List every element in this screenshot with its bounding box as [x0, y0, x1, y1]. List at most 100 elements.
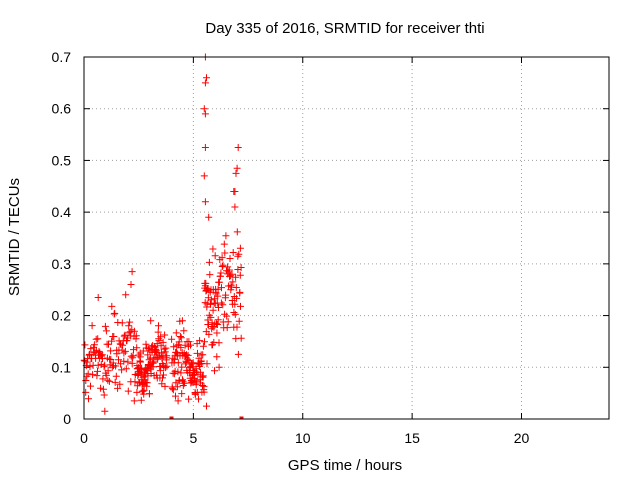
x-tick-label: 20: [514, 430, 530, 446]
y-tick-label: 0.6: [52, 101, 72, 117]
data-point: [146, 390, 153, 398]
data-point: [226, 255, 234, 262]
data-point: [174, 359, 182, 367]
data-point: [129, 352, 137, 360]
data-point: [211, 252, 219, 260]
data-point: [162, 364, 170, 372]
data-point: [222, 232, 230, 240]
data-point: [178, 363, 186, 371]
data-point: [115, 356, 122, 364]
data-point: [222, 291, 230, 299]
data-point: [235, 317, 243, 325]
data-point: [119, 341, 127, 349]
data-point: [105, 340, 112, 348]
x-tick-label: 10: [295, 430, 311, 446]
data-point: [225, 266, 233, 274]
data-point: [130, 397, 138, 405]
data-point: [233, 228, 241, 236]
data-point: [161, 348, 169, 356]
data-point: [127, 352, 135, 360]
data-point: [108, 302, 116, 310]
data-point: [133, 344, 141, 352]
data-point: [128, 268, 136, 276]
data-point: [116, 380, 124, 388]
data-point: [174, 368, 182, 376]
data-point: [213, 321, 221, 328]
data-point: [118, 366, 126, 374]
data-point: [177, 334, 185, 342]
data-point: [157, 333, 165, 341]
data-point: [122, 365, 130, 373]
data-point: [199, 351, 207, 359]
data-point: [102, 371, 110, 379]
data-point: [100, 391, 108, 399]
data-point: [95, 347, 103, 355]
data-point: [175, 338, 183, 346]
data-point: [184, 351, 192, 359]
data-point: [162, 344, 170, 352]
data-point: [195, 395, 202, 403]
data-point: [229, 278, 237, 286]
data-point: [217, 269, 225, 277]
data-point: [224, 263, 232, 271]
chart-title: Day 335 of 2016, SRMTID for receiver tht…: [205, 20, 484, 37]
data-point: [118, 319, 126, 327]
data-point: [232, 284, 240, 291]
data-point: [229, 249, 237, 256]
data-point: [184, 355, 191, 363]
data-point: [143, 379, 151, 387]
data-point: [168, 335, 176, 343]
data-point: [174, 397, 182, 405]
data-point: [108, 363, 116, 371]
data-point: [87, 382, 94, 390]
data-point: [105, 377, 113, 385]
data-point: [131, 378, 139, 386]
y-tick-label: 0.1: [52, 359, 72, 375]
data-point: [94, 335, 102, 343]
y-tick-label: 0.4: [52, 204, 72, 220]
data-point: [205, 321, 212, 328]
y-tick-label: 0.3: [52, 256, 72, 272]
data-point: [102, 327, 110, 335]
data-point: [180, 327, 188, 335]
data-point: [108, 337, 116, 345]
data-point: [215, 339, 223, 347]
data-point: [100, 363, 108, 371]
data-point: [236, 288, 244, 296]
data-point: [236, 271, 244, 279]
data-point: [152, 345, 159, 353]
data-point: [94, 361, 102, 369]
y-tick-label: 0.5: [52, 152, 72, 168]
data-point: [203, 360, 211, 368]
data-point: [163, 362, 171, 370]
data-point: [202, 279, 210, 287]
data-point: [140, 386, 148, 394]
data-point: [201, 144, 209, 151]
data-point: [232, 169, 240, 177]
data-point: [200, 388, 208, 396]
data-point: [214, 285, 222, 293]
data-point: [228, 270, 236, 278]
data-point: [111, 378, 119, 386]
y-axis-title: SRMTID / TECUs: [6, 178, 23, 296]
data-point: [219, 301, 227, 309]
y-tick-label: 0.7: [52, 49, 72, 65]
data-point: [207, 300, 215, 308]
data-point: [205, 258, 213, 266]
data-point: [237, 334, 245, 342]
data-point: [205, 213, 213, 221]
data-point: [139, 347, 147, 355]
data-point: [196, 337, 204, 345]
data-point: [223, 312, 231, 320]
data-point: [223, 324, 231, 332]
data-point: [89, 371, 97, 379]
data-point: [232, 273, 240, 281]
data-point: [201, 79, 209, 87]
data-point: [209, 245, 217, 253]
data-point: [194, 349, 201, 357]
data-point: [112, 372, 120, 380]
data-point: [133, 388, 141, 396]
data-point: [111, 309, 119, 317]
